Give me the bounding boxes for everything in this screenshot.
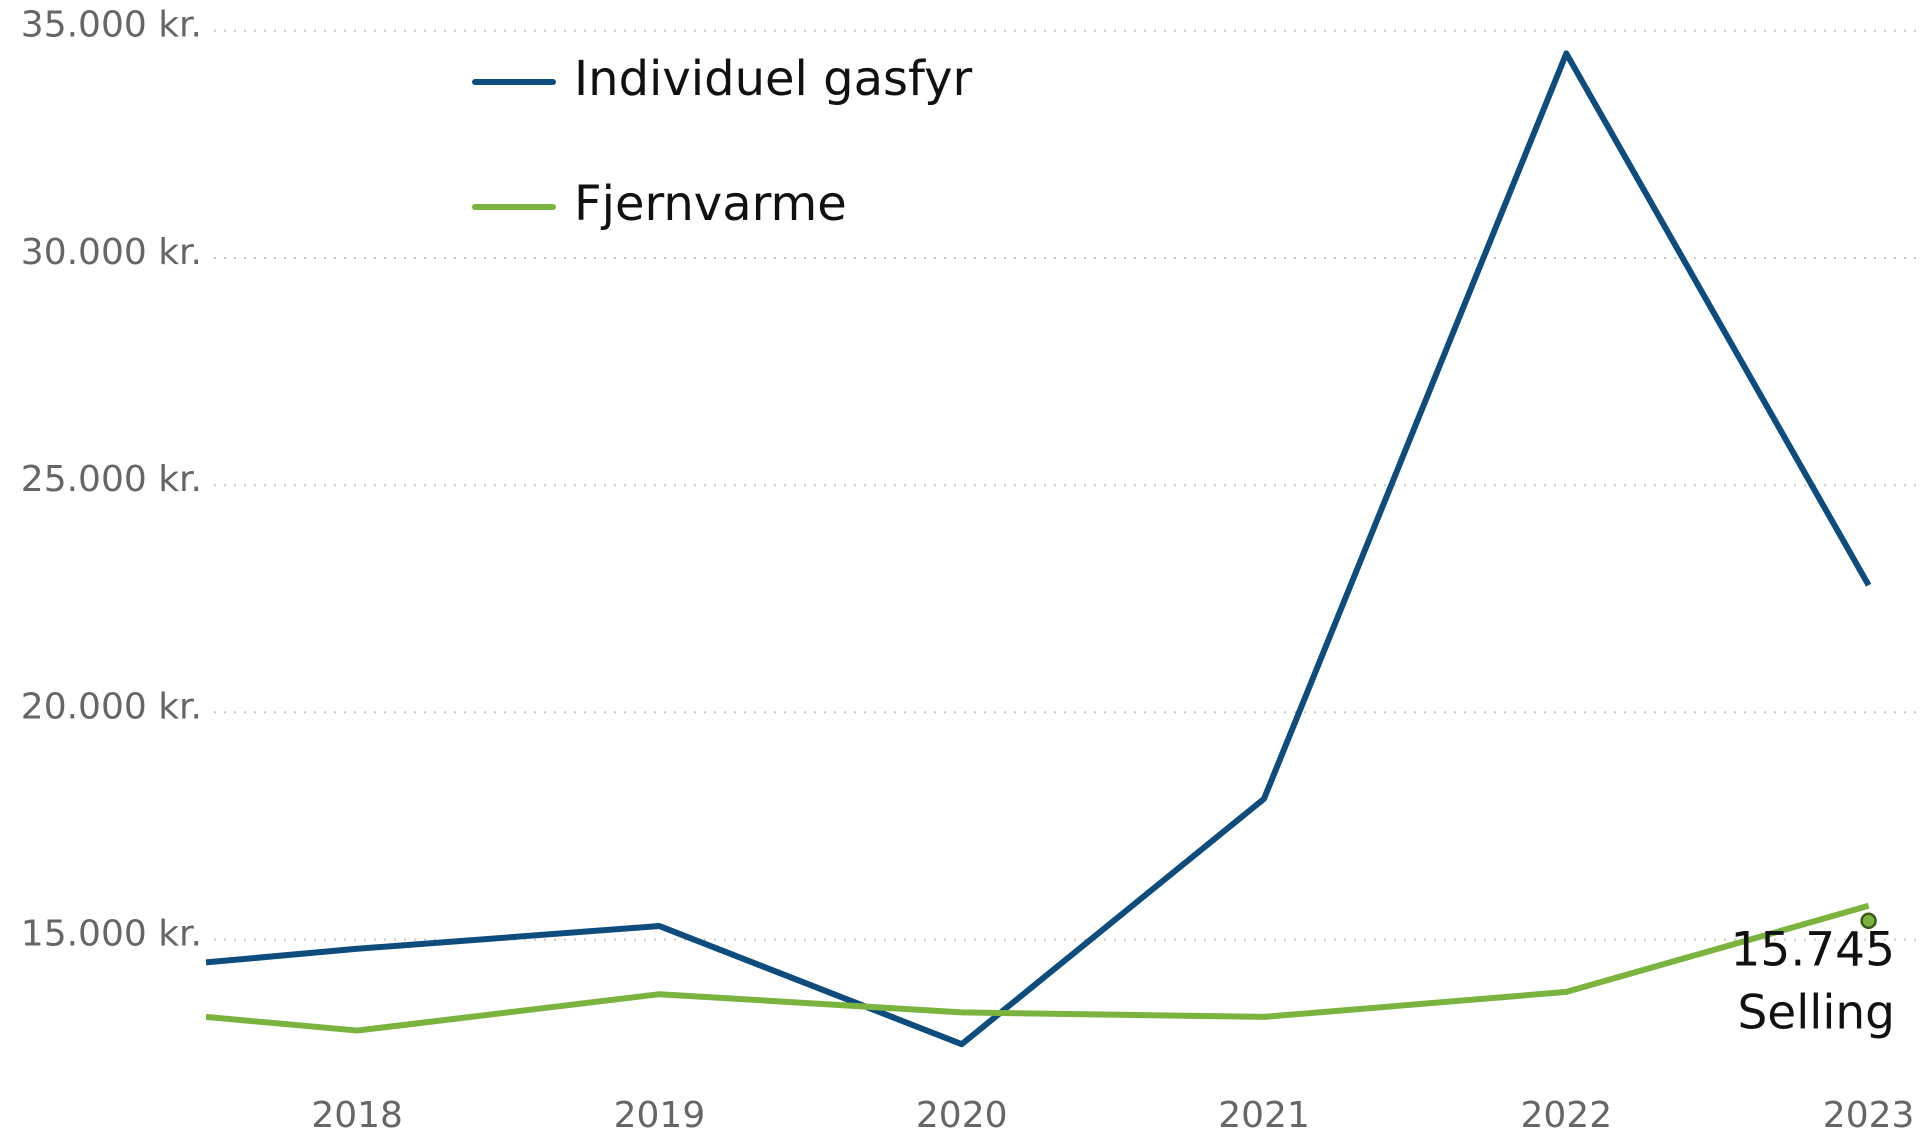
data-label: 15.745 <box>1731 922 1895 977</box>
x-tick-label: 2022 <box>1521 1095 1613 1136</box>
y-tick-label: 25.000 kr. <box>21 459 202 500</box>
x-tick-label: 2023 <box>1823 1095 1915 1136</box>
end-marker <box>1860 912 1877 930</box>
y-tick-label: 30.000 kr. <box>21 232 202 273</box>
y-tick-label: 20.000 kr. <box>21 686 202 727</box>
labels: 15.000 kr. 20.000 kr. 25.000 kr. 30.000 kr.… <box>21 5 1915 1136</box>
series-line <box>205 902 1870 1034</box>
series-line <box>205 50 1872 1048</box>
grid <box>214 29 1920 941</box>
legend-label: Fjernvarme <box>574 176 847 232</box>
y-tick-label: 35.000 kr. <box>21 5 202 46</box>
annotation: Selling <box>1737 985 1895 1040</box>
x-tick-label: 2019 <box>614 1095 706 1136</box>
y-tick-label: 15.000 kr. <box>21 914 202 955</box>
x-tick-label: 2018 <box>311 1095 403 1136</box>
x-tick-label: 2020 <box>916 1095 1008 1136</box>
x-tick-label: 2021 <box>1218 1095 1310 1136</box>
legend-label: Individuel gasfyr <box>574 51 972 107</box>
lines <box>205 50 1872 1048</box>
